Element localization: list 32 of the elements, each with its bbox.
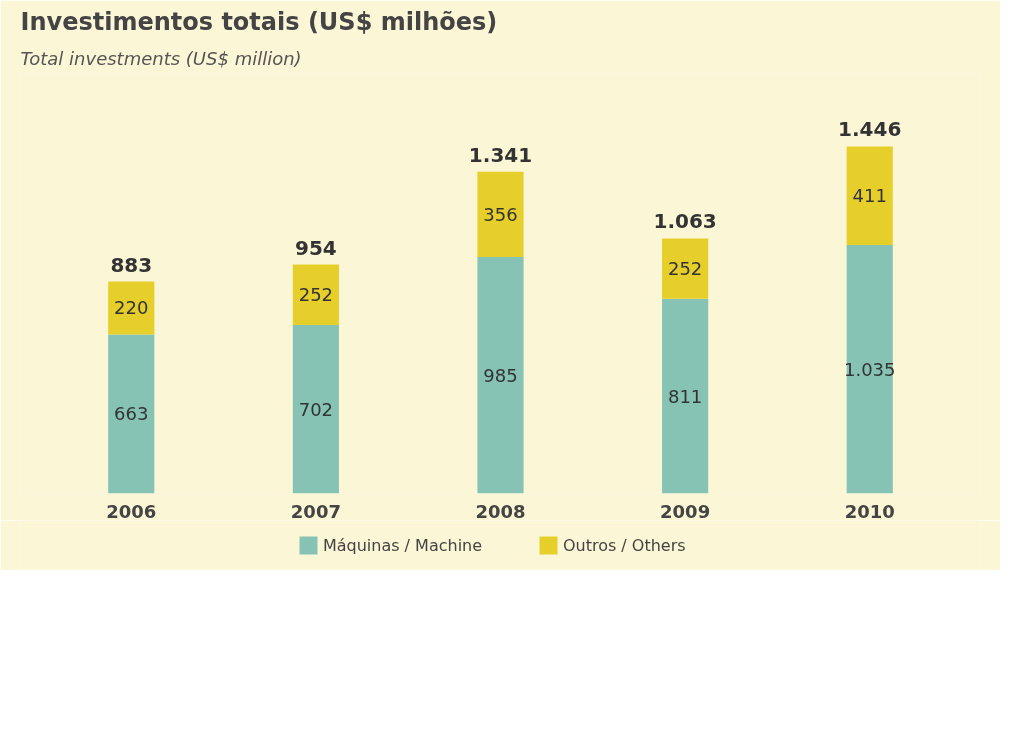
data-label: 663 bbox=[114, 403, 149, 425]
bar bbox=[846, 146, 893, 246]
x-tick-label: 2009 bbox=[660, 500, 711, 522]
bar bbox=[662, 298, 709, 494]
legend-label: Máquinas / Machine bbox=[322, 536, 483, 555]
bar bbox=[662, 238, 709, 299]
total-label: 954 bbox=[295, 235, 337, 260]
total-label: 883 bbox=[110, 252, 153, 277]
data-label: 702 bbox=[298, 398, 334, 420]
chart-subtitle: Total investments (US$ million) bbox=[20, 47, 302, 69]
legend-label: Outros / Others bbox=[562, 536, 686, 555]
total-label: 1.341 bbox=[468, 142, 533, 167]
data-label: 252 bbox=[298, 284, 334, 306]
x-tick-label: 2010 bbox=[844, 500, 895, 522]
bar bbox=[292, 325, 339, 494]
data-label: 252 bbox=[667, 258, 703, 280]
bar bbox=[292, 264, 339, 326]
total-label: 1.446 bbox=[838, 117, 902, 142]
total-label: 1.063 bbox=[653, 209, 717, 234]
data-label: 811 bbox=[667, 385, 703, 407]
data-label: 356 bbox=[483, 203, 518, 225]
bar bbox=[477, 171, 524, 258]
x-tick-label: 2007 bbox=[290, 500, 341, 522]
chart-title: Investimentos totais (US$ milhões) bbox=[20, 7, 498, 36]
data-label: 985 bbox=[483, 364, 518, 386]
data-label: 411 bbox=[852, 185, 887, 207]
x-tick-label: 2008 bbox=[475, 500, 526, 522]
x-tick-label: 2006 bbox=[106, 500, 157, 522]
bar bbox=[108, 334, 155, 494]
bar bbox=[846, 245, 893, 494]
data-label: 220 bbox=[114, 297, 149, 319]
bar bbox=[477, 257, 524, 494]
